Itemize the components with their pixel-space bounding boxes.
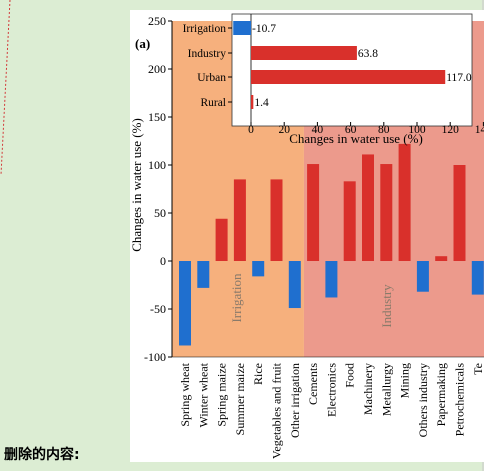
inset-value-label: -10.7 — [252, 23, 276, 35]
inset-category-label: Irrigation — [183, 23, 227, 35]
inset-bar-industry — [251, 46, 357, 60]
x-tick-label: Metallurgy — [379, 363, 393, 416]
x-tick-label: Rice — [251, 363, 265, 385]
inset-category-label: Industry — [188, 48, 227, 60]
bar-food — [343, 181, 356, 261]
inset-bar-urban — [251, 70, 446, 84]
inset-value-label: 117.0 — [446, 72, 472, 84]
y-tick-label: -100 — [144, 350, 166, 364]
y-tick-label: -50 — [150, 302, 166, 316]
y-tick-label: 250 — [148, 14, 166, 28]
bar-others-industry — [416, 261, 429, 292]
inset-x-axis-label: Changes in water use (%) — [289, 131, 423, 146]
x-tick-label: Papermaking — [434, 363, 448, 426]
x-tick-label: Te — [471, 363, 484, 375]
bar-metallurgy — [380, 164, 393, 261]
y-tick-label: 150 — [148, 110, 166, 124]
inset-chart: Irrigation -10.7 Industry 63.8 Urban 117.0 Rur… — [183, 14, 484, 136]
x-tick-label: Spring maize — [215, 363, 229, 427]
inset-x-tick-label: 120 — [442, 124, 460, 136]
x-tick-label: Petrochemicals — [453, 363, 467, 437]
bar-papermaking — [435, 256, 448, 261]
bar-electronics — [325, 261, 338, 298]
y-tick-label: 50 — [154, 206, 166, 220]
inset-x-tick-label: 60 — [345, 124, 357, 136]
inset-x-tick-label: 20 — [278, 124, 290, 136]
bar-vegetables-and-fruit — [270, 179, 283, 261]
inset-value-label: 1.4 — [254, 97, 269, 109]
bar-rice — [252, 261, 265, 277]
left-dashed-guide — [0, 0, 11, 176]
bar-other-irrigation — [288, 261, 301, 309]
x-tick-label: Electronics — [324, 363, 338, 417]
inset-bar-rural — [251, 95, 254, 109]
irrigation-region-label: Irrigation — [229, 273, 244, 323]
industry-region-label: Industry — [379, 284, 394, 328]
x-tick-label: Winter wheat — [196, 362, 210, 427]
y-axis-label: Changes in water use (%) — [129, 118, 144, 252]
inset-x-tick-label: 140 — [475, 124, 484, 136]
deleted-content-label: 删除的内容: — [4, 447, 80, 463]
y-tick-label: 0 — [160, 254, 166, 268]
inset-bar-irrigation — [233, 21, 251, 35]
x-tick-label: Machinery — [361, 363, 375, 415]
y-tick-label: 200 — [148, 62, 166, 76]
x-tick-label: Mining — [398, 363, 412, 398]
bar-cements — [307, 164, 320, 261]
x-tick-label: Other irrigation — [288, 363, 302, 438]
inset-category-label: Urban — [197, 72, 226, 84]
x-tick-label: Summer maize — [233, 363, 247, 435]
main-x-tick-labels: Spring wheat Winter wheat Spring maize Summ… — [178, 362, 484, 459]
x-tick-label: Others industry — [416, 363, 430, 437]
x-tick-label: Spring wheat — [178, 362, 192, 426]
bar-summer-maize — [233, 179, 246, 261]
bar-mining — [398, 143, 411, 261]
bar-spring-maize — [215, 218, 228, 261]
panel-label: (a) — [135, 36, 150, 51]
inset-x-tick-label: 80 — [378, 124, 390, 136]
inset-x-tick-label: 100 — [408, 124, 426, 136]
inset-x-tick-label: 40 — [312, 124, 324, 136]
x-tick-label: Vegetables and fruit — [270, 362, 284, 459]
bar-machinery — [362, 154, 374, 261]
x-tick-label: Cements — [306, 363, 320, 405]
x-tick-label: Food — [343, 363, 357, 388]
inset-category-label: Rural — [200, 97, 226, 109]
main-bars — [179, 143, 484, 346]
bar-te — [471, 261, 484, 295]
bar-spring-wheat — [179, 261, 191, 346]
inset-x-tick-label: 0 — [248, 124, 254, 136]
y-tick-label: 100 — [148, 158, 166, 172]
bar-winter-wheat — [197, 261, 210, 288]
inset-value-label: 63.8 — [358, 48, 378, 60]
bar-petrochemicals — [453, 165, 466, 261]
